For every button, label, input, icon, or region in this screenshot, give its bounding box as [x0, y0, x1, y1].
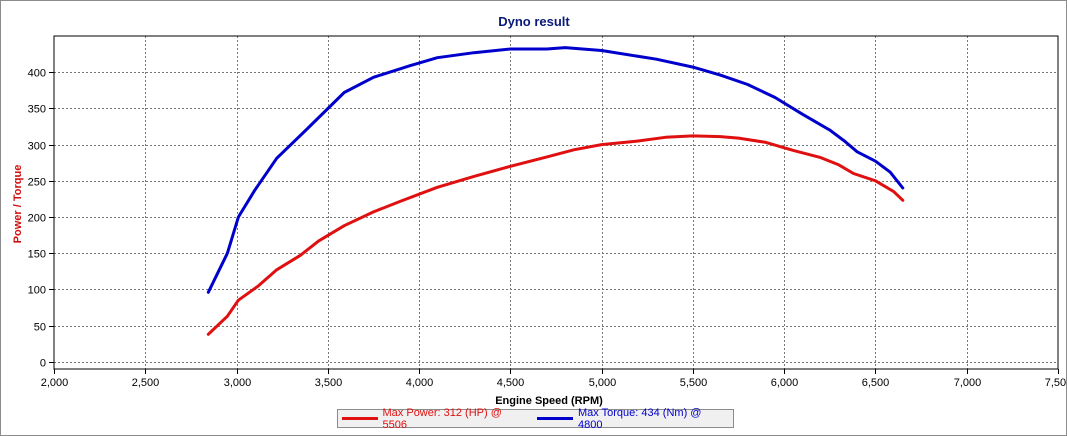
x-tick-label: 7,500	[1045, 377, 1066, 389]
legend-swatch-power	[342, 417, 378, 420]
legend-swatch-torque	[537, 417, 574, 420]
y-axis-label: Power / Torque	[12, 165, 24, 244]
y-tick-label: 0	[40, 358, 46, 370]
x-tick-label: 6,000	[771, 377, 799, 389]
x-tick-label: 2,500	[132, 377, 160, 389]
y-tick-label: 300	[28, 141, 46, 153]
x-tick-label: 5,000	[589, 377, 617, 389]
grid	[54, 36, 1058, 369]
y-tick-label: 250	[28, 177, 46, 189]
y-tick-label: 50	[34, 322, 46, 334]
series-layer	[206, 46, 905, 336]
legend: Max Power: 312 (HP) @ 5506 Max Torque: 4…	[337, 407, 734, 431]
y-tick-label: 350	[28, 104, 46, 116]
legend-label-power: Max Power: 312 (HP) @ 5506	[382, 406, 502, 431]
x-tick-label: 6,500	[862, 377, 890, 389]
y-tick-label: 100	[28, 285, 46, 297]
y-tick-label: 200	[28, 213, 46, 225]
power-series-line	[206, 134, 905, 336]
legend-label-torque: Max Torque: 434 (Nm) @ 4800	[578, 406, 702, 431]
x-tick-label: 4,000	[406, 377, 434, 389]
x-tick-label: 7,000	[954, 377, 982, 389]
y-tick-label: 150	[28, 249, 46, 261]
legend-item-power: Max Power: 312 (HP) @ 5506	[342, 407, 527, 431]
x-tick-label: 2,000	[41, 377, 69, 389]
x-tick-label: 3,000	[224, 377, 252, 389]
x-tick-label: 3,500	[315, 377, 343, 389]
legend-item-torque: Max Torque: 434 (Nm) @ 4800	[537, 407, 727, 431]
torque-series-line	[206, 46, 905, 294]
x-tick-label: 5,500	[680, 377, 708, 389]
axes: 2,000 2,500 3,000 3,500 4,000 4,500 5,000 5,500…	[28, 35, 1066, 389]
x-tick-label: 4,500	[497, 377, 525, 389]
plot-frame	[53, 35, 1059, 370]
y-tick-label: 400	[28, 68, 46, 80]
x-axis-label: Engine Speed (RPM)	[495, 395, 603, 407]
chart-title: Dyno result	[498, 14, 570, 29]
